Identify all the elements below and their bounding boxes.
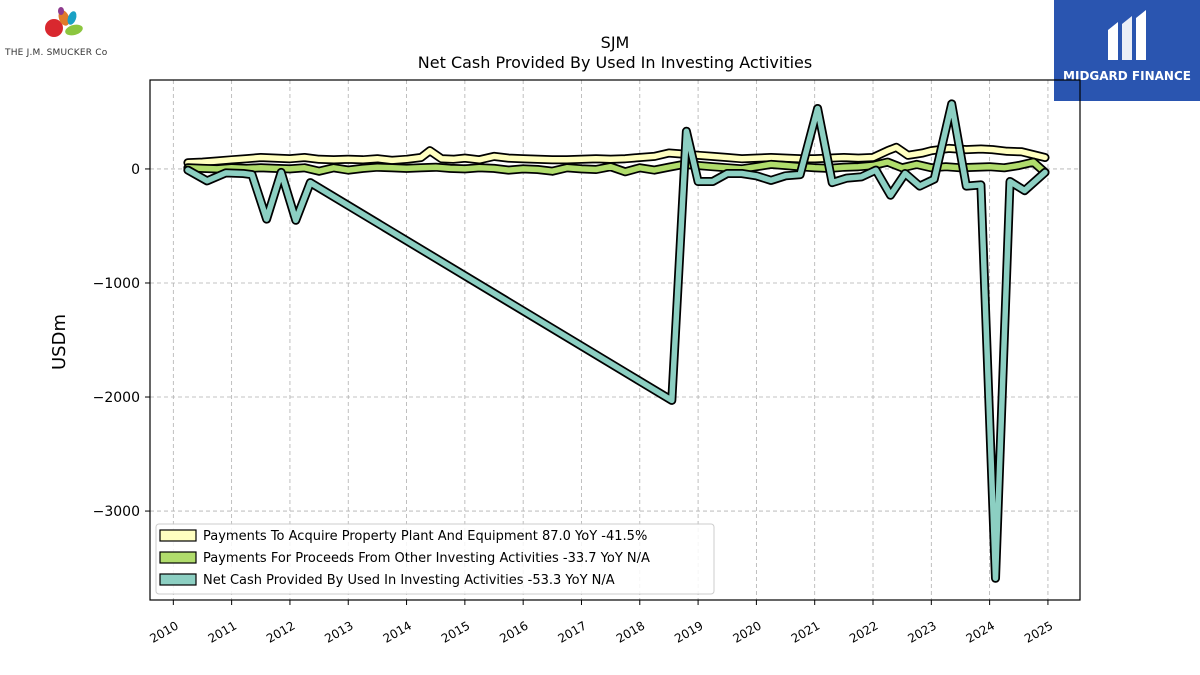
legend-swatch-net [159,573,197,586]
x-tick-label: 2017 [556,618,589,645]
chart-title: SJM [601,33,630,52]
x-tick-label: 2010 [147,618,180,645]
x-tick-label: 2023 [905,618,938,645]
x-tick-label: 2016 [497,618,530,645]
x-tick-label: 2021 [789,618,822,645]
legend-swatch-other [159,551,197,564]
x-tick-label: 2013 [322,618,355,645]
midgard-finance-text: MIDGARD FINANCE [1063,69,1191,83]
legend-label-net: Net Cash Provided By Used In Investing A… [203,573,615,588]
smucker-logo [4,4,124,66]
midgard-finance-logo: MIDGARD FINANCE [1054,0,1200,101]
x-tick-label: 2018 [614,618,647,645]
series-line-net [185,101,1048,582]
x-tick-label: 2015 [439,618,472,645]
series-line-ppe [185,144,1048,166]
y-tick-label: −1000 [93,276,140,292]
y-tick-label: −2000 [93,390,140,406]
smucker-logo-text: THE J.M. SMUCKER Co [5,48,108,58]
legend-label-ppe: Payments To Acquire Property Plant And E… [203,529,647,544]
x-tick-label: 2022 [847,618,880,645]
x-tick-label: 2012 [264,618,297,645]
legend-label-other: Payments For Proceeds From Other Investi… [203,551,650,566]
legend: Payments To Acquire Property Plant And E… [155,523,715,595]
midgard-mark-icon [1108,10,1146,60]
x-tick-label: 2020 [730,618,763,645]
y-tick-label: −3000 [93,504,140,520]
series-line-other [185,159,1048,176]
x-tick-label: 2014 [381,618,414,645]
chart-subtitle: Net Cash Provided By Used In Investing A… [418,53,812,72]
x-tick-label: 2025 [1022,618,1055,645]
x-tick-label: 2024 [964,618,997,645]
x-tick-label: 2011 [206,618,239,645]
y-axis-label: USDm [49,314,70,370]
plot-series [183,99,1050,583]
legend-box [155,523,715,595]
y-tick-label: 0 [131,162,140,178]
smucker-logo-mark [45,7,83,37]
plot-frame [149,79,1081,601]
legend-swatch-ppe [159,529,197,542]
x-tick-label: 2019 [672,618,705,645]
